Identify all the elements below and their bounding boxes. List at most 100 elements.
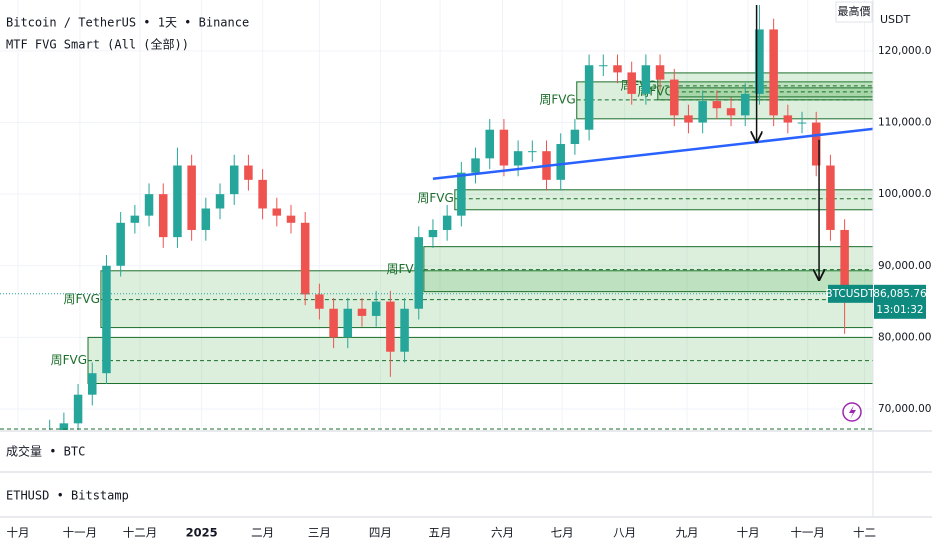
countdown: 13:01:32	[876, 304, 923, 316]
pane-title: 成交量 • BTC	[6, 444, 85, 459]
x-tick-label: 十二月	[123, 526, 158, 540]
candle-body	[88, 373, 97, 395]
candle-body	[528, 151, 537, 153]
trend-line	[432, 127, 873, 181]
x-tick-label: 二月	[251, 526, 274, 540]
candle-body	[712, 101, 722, 109]
y-tick-label: 70,000.00	[878, 403, 931, 415]
x-tick-label: 十一月	[63, 526, 98, 540]
candle-body	[641, 65, 651, 94]
x-tick-label: 十一月	[790, 526, 825, 540]
candle-body	[655, 65, 665, 80]
candle-body	[130, 215, 140, 223]
x-tick-label: 七月	[551, 526, 574, 540]
candle-body	[726, 108, 736, 116]
candle-body	[457, 172, 466, 216]
candle-body	[201, 208, 211, 230]
candle-body	[755, 29, 764, 94]
candle-body	[244, 165, 253, 180]
candle-body	[513, 151, 523, 166]
candle-body	[783, 115, 793, 123]
candle-body	[485, 129, 494, 159]
alert-bolt	[849, 405, 856, 419]
x-tick-label: 四月	[369, 526, 392, 540]
fvg-zone	[454, 189, 873, 211]
alert-icon[interactable]	[842, 402, 862, 422]
candle-body	[102, 265, 111, 374]
x-tick-label: 十月	[7, 526, 30, 540]
candle-body	[499, 129, 509, 166]
y-tick-label: 80,000.00	[878, 331, 931, 343]
candle-body	[840, 229, 849, 294]
candle-body	[187, 165, 196, 230]
candle-body	[343, 308, 353, 338]
candle-body	[144, 194, 154, 216]
candle-body	[428, 229, 438, 238]
candle-body	[59, 423, 69, 430]
x-tick-label: 五月	[429, 526, 452, 540]
fvg-label: 周FVG	[51, 353, 87, 367]
y-tick-label: 100,000.00	[878, 188, 932, 200]
candle-body	[797, 122, 807, 124]
candle-body	[670, 79, 679, 116]
x-tick-label: 六月	[491, 526, 514, 540]
pane-title: ETHUSD • Bitstamp	[6, 489, 129, 503]
candle-body	[599, 65, 608, 67]
candle-body	[826, 165, 835, 230]
fvg-label: 周FVG	[539, 92, 575, 106]
candle-body	[286, 215, 296, 223]
x-tick-label: 八月	[613, 526, 636, 540]
candle-body	[73, 394, 83, 424]
candle-body	[627, 72, 636, 94]
candle-body	[570, 129, 580, 145]
symbol-title: Bitcoin / TetherUS • 1天 • Binance	[6, 16, 249, 30]
candle-body	[173, 165, 182, 238]
candle-body	[811, 122, 821, 166]
candle-body	[357, 308, 367, 316]
fvg-zone	[657, 72, 873, 101]
y-tick-label: 90,000.00	[878, 260, 931, 272]
candle-body	[158, 194, 168, 238]
high-button[interactable]	[835, 1, 873, 23]
x-tick-label: 三月	[308, 526, 331, 540]
candle-body	[769, 29, 778, 116]
symbol-tag-label: BTCUSDT	[825, 288, 875, 300]
y-tick-label: 120,000.00	[878, 45, 932, 57]
currency[interactable]: USDT	[880, 13, 911, 26]
candle-body	[329, 308, 338, 338]
fvg-label: 周FVG	[417, 191, 453, 205]
fvg-label: 周FVG	[64, 292, 100, 306]
candle-body	[229, 165, 239, 195]
indicator-name: MTF FVG Smart (All (全部))	[6, 37, 189, 52]
candle-body	[371, 301, 381, 316]
candle-body	[684, 115, 693, 123]
candle-body	[272, 208, 282, 216]
x-tick-label: 九月	[676, 526, 699, 540]
price-tag-label: 86,085.76	[873, 288, 927, 300]
candle-body	[215, 194, 225, 209]
symbol-tag	[828, 284, 873, 303]
candle-body	[414, 237, 424, 309]
candle-body	[400, 308, 409, 352]
candle-body	[315, 294, 324, 309]
x-tick-label: 2025	[186, 526, 218, 540]
candle-body	[613, 65, 622, 73]
y-tick-label: 110,000.00	[878, 117, 932, 129]
fvg-zone	[423, 246, 873, 293]
price-tag	[874, 284, 926, 319]
candle-body	[556, 144, 565, 180]
candle-body	[386, 301, 395, 352]
candle-body	[698, 101, 707, 123]
x-tick-label: 十月	[737, 526, 760, 540]
candle-body	[442, 215, 452, 230]
candle-body	[740, 93, 750, 116]
candle-body	[584, 65, 594, 130]
fvg-label: 周FVG	[386, 262, 422, 276]
candle-body	[471, 158, 480, 173]
candle-body	[258, 179, 267, 209]
high-button-label[interactable]: 最高價	[838, 4, 871, 18]
candle-body	[300, 222, 310, 295]
candle-body	[116, 222, 125, 266]
